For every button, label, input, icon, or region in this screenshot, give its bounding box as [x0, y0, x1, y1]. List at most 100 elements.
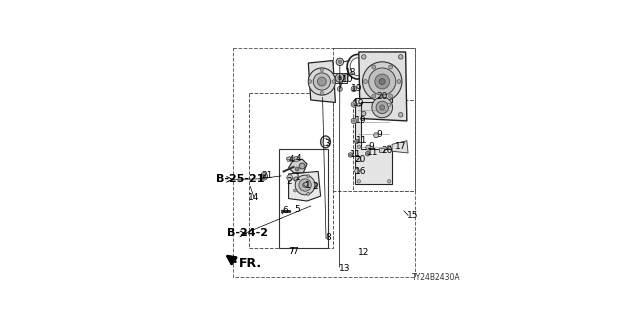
Circle shape	[399, 113, 403, 117]
Circle shape	[364, 80, 367, 84]
Text: 15: 15	[407, 211, 419, 220]
Text: 9: 9	[369, 142, 374, 151]
Polygon shape	[332, 73, 348, 83]
Circle shape	[308, 80, 312, 83]
Text: 19: 19	[351, 84, 363, 93]
Polygon shape	[289, 172, 321, 201]
Circle shape	[380, 105, 385, 110]
Circle shape	[307, 192, 310, 196]
Circle shape	[299, 179, 311, 191]
Circle shape	[308, 68, 335, 95]
Text: 20: 20	[354, 155, 365, 164]
Circle shape	[367, 153, 369, 155]
Text: 20: 20	[376, 92, 387, 101]
Text: 19: 19	[353, 99, 364, 108]
Circle shape	[353, 103, 355, 106]
Ellipse shape	[321, 136, 330, 148]
Text: 2: 2	[286, 177, 292, 186]
Ellipse shape	[294, 157, 299, 160]
Polygon shape	[373, 133, 379, 138]
Circle shape	[380, 79, 385, 84]
Circle shape	[351, 102, 356, 107]
Circle shape	[299, 163, 305, 169]
Text: 9: 9	[376, 130, 382, 139]
Circle shape	[376, 101, 388, 114]
Circle shape	[320, 92, 324, 95]
Circle shape	[307, 175, 310, 178]
Circle shape	[357, 180, 360, 183]
Circle shape	[362, 55, 366, 59]
Polygon shape	[308, 60, 335, 102]
Circle shape	[353, 120, 355, 122]
Circle shape	[320, 68, 324, 71]
Circle shape	[365, 151, 370, 156]
Circle shape	[295, 167, 299, 171]
Circle shape	[357, 145, 360, 148]
Text: 17: 17	[394, 142, 406, 151]
Text: 6: 6	[282, 206, 288, 215]
Text: 20: 20	[381, 146, 392, 155]
Polygon shape	[359, 52, 407, 121]
Text: 4: 4	[289, 155, 294, 164]
Ellipse shape	[287, 159, 292, 162]
Circle shape	[317, 77, 326, 86]
Ellipse shape	[294, 159, 299, 162]
Text: 21: 21	[261, 171, 273, 180]
Circle shape	[336, 58, 344, 66]
Circle shape	[351, 86, 356, 92]
Circle shape	[349, 154, 351, 156]
Text: 16: 16	[355, 167, 367, 176]
Circle shape	[338, 60, 342, 64]
Ellipse shape	[323, 138, 328, 146]
Circle shape	[351, 118, 356, 124]
Text: 11: 11	[350, 150, 362, 159]
Circle shape	[260, 173, 268, 180]
Circle shape	[262, 174, 266, 179]
Text: 7: 7	[289, 247, 294, 256]
Circle shape	[399, 55, 403, 59]
Bar	[380, 148, 384, 153]
Circle shape	[332, 80, 335, 83]
Polygon shape	[392, 141, 408, 153]
Circle shape	[313, 73, 330, 90]
Circle shape	[362, 62, 402, 101]
Ellipse shape	[287, 157, 292, 160]
Circle shape	[397, 80, 401, 84]
Polygon shape	[365, 145, 371, 150]
Polygon shape	[355, 169, 360, 173]
Circle shape	[388, 94, 392, 98]
Polygon shape	[355, 98, 392, 184]
Circle shape	[375, 74, 390, 89]
Polygon shape	[287, 175, 293, 180]
Bar	[374, 95, 380, 99]
Text: 2: 2	[312, 182, 317, 191]
Circle shape	[387, 145, 391, 148]
Bar	[355, 156, 360, 161]
Text: 5: 5	[295, 205, 301, 214]
Text: 12: 12	[358, 248, 369, 257]
Circle shape	[294, 178, 296, 181]
Text: 18: 18	[345, 68, 356, 77]
Circle shape	[295, 175, 315, 195]
Text: 7: 7	[292, 247, 298, 256]
Circle shape	[303, 182, 308, 188]
Text: 13: 13	[339, 264, 351, 273]
Circle shape	[335, 73, 344, 82]
Text: 10: 10	[342, 75, 353, 84]
Text: 14: 14	[248, 193, 259, 202]
Circle shape	[315, 184, 318, 187]
Text: 19: 19	[355, 116, 367, 125]
Circle shape	[353, 88, 355, 90]
Ellipse shape	[350, 58, 365, 76]
Circle shape	[372, 94, 376, 98]
Circle shape	[304, 182, 308, 186]
Circle shape	[337, 86, 342, 92]
Circle shape	[372, 65, 376, 69]
Circle shape	[294, 177, 298, 181]
Circle shape	[388, 65, 392, 69]
Ellipse shape	[347, 54, 368, 79]
Text: 1: 1	[305, 180, 310, 189]
Text: B-24-2: B-24-2	[227, 228, 268, 237]
Text: 11: 11	[367, 148, 379, 157]
Polygon shape	[311, 183, 317, 188]
